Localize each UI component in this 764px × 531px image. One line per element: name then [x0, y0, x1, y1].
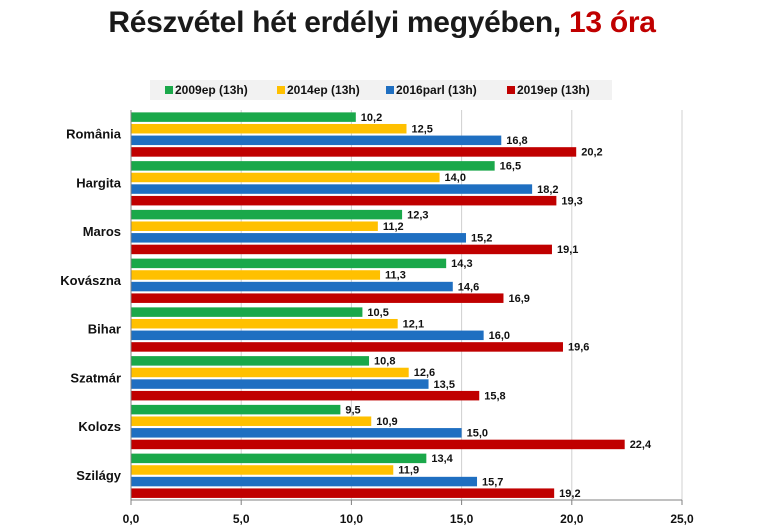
- data-label: 12,5: [412, 123, 433, 135]
- data-label: 14,6: [458, 281, 479, 293]
- bar: [131, 465, 394, 475]
- category-label: Maros: [83, 224, 121, 239]
- data-label: 11,2: [383, 221, 404, 233]
- bar: [131, 439, 625, 450]
- x-tick-label: 10,0: [340, 512, 364, 526]
- bar: [131, 172, 440, 183]
- bar: [131, 112, 356, 122]
- category-label: Szilágy: [76, 468, 122, 483]
- chart-title-main: Részvétel hét erdélyi megyében,: [108, 6, 561, 39]
- data-label: 15,2: [471, 233, 492, 245]
- data-label: 15,8: [484, 390, 505, 402]
- data-label: 19,6: [568, 342, 589, 354]
- category-label: Kolozs: [78, 419, 121, 434]
- category-label: Kovászna: [60, 273, 121, 288]
- bar: [131, 270, 381, 280]
- data-label: 16,0: [489, 330, 510, 342]
- data-label: 9,5: [345, 404, 360, 416]
- bar: [131, 404, 341, 415]
- category-label: România: [66, 127, 122, 142]
- bar: [131, 307, 363, 317]
- data-label: 10,2: [361, 112, 382, 124]
- x-tick-label: 15,0: [450, 512, 474, 526]
- bar: [131, 390, 480, 401]
- data-label: 13,4: [431, 453, 453, 465]
- bar: [131, 488, 555, 498]
- bar: [131, 342, 563, 352]
- bar: [131, 123, 407, 134]
- data-label: 11,3: [385, 270, 406, 282]
- bar: [131, 330, 484, 341]
- data-label: 20,2: [581, 147, 602, 159]
- bar: [131, 281, 453, 292]
- bar: [131, 147, 577, 157]
- data-label: 22,4: [630, 439, 652, 451]
- data-label: 19,1: [557, 244, 578, 256]
- data-label: 11,9: [398, 465, 419, 477]
- legend-swatch: [507, 86, 515, 94]
- x-tick-label: 5,0: [233, 512, 250, 526]
- bar: [131, 453, 427, 464]
- chart-title: Részvétel hét erdélyi megyében, 13 óra: [0, 6, 764, 40]
- data-label: 13,5: [434, 379, 455, 391]
- legend-box: [150, 80, 612, 100]
- chart-title-accent: 13 óra: [569, 6, 656, 39]
- bar: [131, 195, 557, 206]
- data-label: 10,9: [376, 416, 397, 428]
- bar: [131, 221, 378, 231]
- data-label: 15,7: [482, 476, 503, 488]
- data-label: 19,2: [559, 488, 580, 500]
- legend-label: 2019ep (13h): [517, 83, 590, 97]
- data-label: 10,8: [374, 356, 395, 368]
- data-label: 19,3: [561, 195, 582, 207]
- bar: [131, 233, 467, 243]
- legend-label: 2014ep (13h): [287, 83, 360, 97]
- data-label: 18,2: [537, 184, 558, 196]
- data-label: 12,6: [414, 367, 435, 379]
- bar: [131, 318, 398, 329]
- x-tick-label: 20,0: [560, 512, 584, 526]
- legend-swatch: [165, 86, 173, 94]
- bar: [131, 135, 502, 146]
- bar: [131, 258, 447, 269]
- data-label: 14,3: [451, 258, 472, 270]
- bar: [131, 209, 403, 220]
- bar: [131, 184, 533, 194]
- category-label: Bihar: [88, 322, 121, 337]
- legend-swatch: [386, 86, 394, 94]
- legend-label: 2016parl (13h): [396, 83, 477, 97]
- data-label: 15,0: [467, 428, 488, 440]
- bar: [131, 367, 409, 378]
- legend-label: 2009ep (13h): [175, 83, 248, 97]
- bar: [131, 356, 370, 366]
- data-label: 16,5: [500, 161, 521, 173]
- bar: [131, 293, 504, 303]
- data-label: 12,3: [407, 209, 428, 221]
- data-label: 16,9: [508, 293, 529, 305]
- data-label: 16,8: [506, 135, 527, 147]
- x-tick-label: 25,0: [670, 512, 694, 526]
- bar: [131, 416, 372, 426]
- bar: [131, 476, 478, 487]
- data-label: 10,5: [367, 307, 388, 319]
- category-label: Szatmár: [70, 370, 121, 385]
- bar: [131, 244, 552, 255]
- data-label: 14,0: [445, 172, 466, 184]
- bar: [131, 428, 462, 438]
- bar: [131, 161, 495, 171]
- data-label: 12,1: [403, 318, 424, 330]
- bar: [131, 379, 429, 389]
- legend-swatch: [277, 86, 285, 94]
- category-label: Hargita: [76, 175, 122, 190]
- x-tick-label: 0,0: [123, 512, 140, 526]
